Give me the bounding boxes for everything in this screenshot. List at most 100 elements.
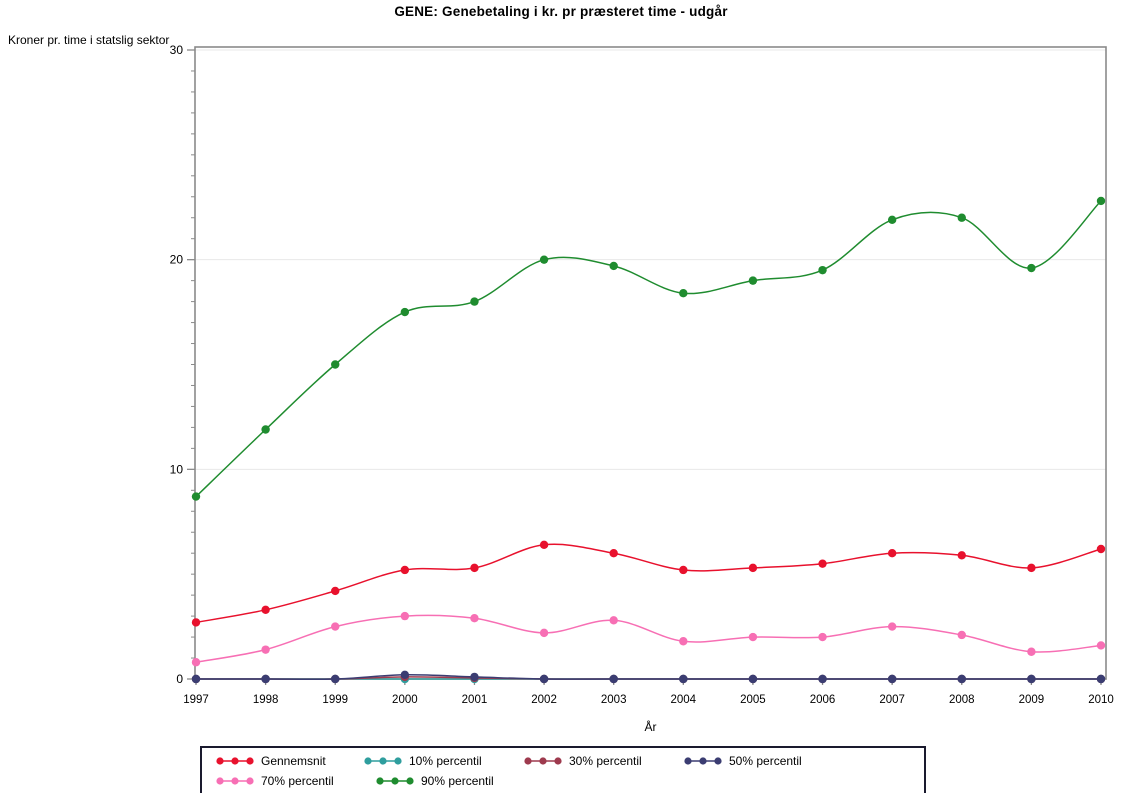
y-tick-label: 20 <box>170 253 184 267</box>
x-tick-label: 2007 <box>879 694 905 706</box>
legend-item-gennemsnit: Gennemsnit <box>216 751 340 771</box>
legend-item-30-percentil: 30% percentil <box>524 751 660 771</box>
data-point <box>887 549 897 558</box>
legend-item-50-percentil: 50% percentil <box>684 751 820 771</box>
data-point <box>609 674 618 684</box>
data-point <box>1096 196 1106 206</box>
data-point <box>191 618 201 627</box>
data-point <box>1027 647 1036 656</box>
data-point <box>331 674 340 684</box>
legend-marker-icon <box>684 757 722 765</box>
series-line <box>196 674 1101 681</box>
legend-label: 30% percentil <box>569 754 642 768</box>
data-point <box>331 622 340 631</box>
data-point <box>609 261 618 271</box>
data-point <box>331 586 340 596</box>
data-point <box>748 563 758 573</box>
legend-label: 50% percentil <box>729 754 802 768</box>
data-point <box>957 630 966 640</box>
data-point <box>400 670 410 680</box>
data-point <box>261 605 270 615</box>
data-point <box>539 628 549 638</box>
legend-label: 90% percentil <box>421 774 494 788</box>
legend-item-10-percentil: 10% percentil <box>364 751 500 771</box>
legend-label: Gennemsnit <box>261 754 326 768</box>
data-point <box>887 674 897 684</box>
series-90-percentil <box>191 196 1106 501</box>
legend-marker-icon <box>216 757 254 765</box>
data-point <box>400 565 410 575</box>
series-50-percentil <box>191 670 1106 684</box>
data-point <box>191 492 201 501</box>
chart-title: GENE: Genebetaling i kr. pr præsteret ti… <box>394 4 728 19</box>
data-point <box>887 215 897 225</box>
x-tick-label: 2006 <box>810 694 836 706</box>
y-tick-label: 0 <box>176 672 183 686</box>
x-tick-label: 2000 <box>392 694 418 706</box>
legend-marker-icon <box>364 757 402 765</box>
x-tick-label: 2003 <box>601 694 627 706</box>
legend-marker-icon <box>524 757 562 765</box>
data-point <box>679 289 688 298</box>
data-point <box>400 611 410 621</box>
x-axis-label: År <box>644 720 657 734</box>
data-point <box>400 307 410 317</box>
data-point <box>748 632 758 642</box>
x-tick-label: 2010 <box>1088 694 1114 706</box>
data-point <box>748 674 758 684</box>
data-point <box>331 360 340 369</box>
data-point <box>957 551 966 560</box>
data-point <box>818 559 827 568</box>
legend-label: 10% percentil <box>409 754 482 768</box>
data-point <box>679 565 688 575</box>
legend-box: Gennemsnit 10% percentil 30% percentil 50% … <box>200 746 926 793</box>
data-point <box>539 255 549 264</box>
data-point <box>748 276 758 285</box>
data-point <box>470 297 479 306</box>
data-point <box>818 632 827 642</box>
data-point <box>609 549 618 558</box>
data-point <box>887 622 897 631</box>
legend-marker-icon <box>216 777 254 785</box>
data-point <box>957 674 966 684</box>
x-tick-label: 2004 <box>671 694 697 706</box>
data-point <box>609 616 618 625</box>
x-tick-label: 2002 <box>531 694 557 706</box>
legend-label: 70% percentil <box>261 774 334 788</box>
y-tick-label: 10 <box>170 462 184 476</box>
data-point <box>261 674 270 684</box>
x-tick-label: 1997 <box>183 694 209 706</box>
x-tick-label: 1999 <box>322 694 348 706</box>
data-point <box>679 637 688 646</box>
y-tick-label: 30 <box>170 43 184 57</box>
x-tick-label: 2005 <box>740 694 766 706</box>
data-point <box>191 658 201 667</box>
data-point <box>679 674 688 684</box>
x-tick-label: 2008 <box>949 694 975 706</box>
series-line <box>195 200 1102 498</box>
series-gennemsnit <box>191 540 1106 627</box>
data-point <box>818 674 827 684</box>
y-axis-caption: Kroner pr. time i statslig sektor <box>8 33 170 47</box>
legend-item-70-percentil: 70% percentil <box>216 771 352 791</box>
data-point <box>539 674 549 684</box>
data-point <box>957 213 966 222</box>
series-line <box>195 614 1102 663</box>
x-tick-label: 2009 <box>1019 694 1045 706</box>
data-point <box>261 425 270 434</box>
data-point <box>1096 641 1106 650</box>
series-line <box>195 543 1102 624</box>
data-point <box>818 265 827 275</box>
data-point <box>470 672 479 682</box>
data-point <box>470 613 479 623</box>
data-point <box>1096 674 1106 684</box>
data-point <box>1096 544 1106 554</box>
data-point <box>1027 263 1036 273</box>
data-point <box>1027 674 1036 684</box>
series-70-percentil <box>191 611 1106 667</box>
data-point <box>261 645 270 654</box>
data-point <box>1027 563 1036 573</box>
data-point <box>191 674 201 684</box>
